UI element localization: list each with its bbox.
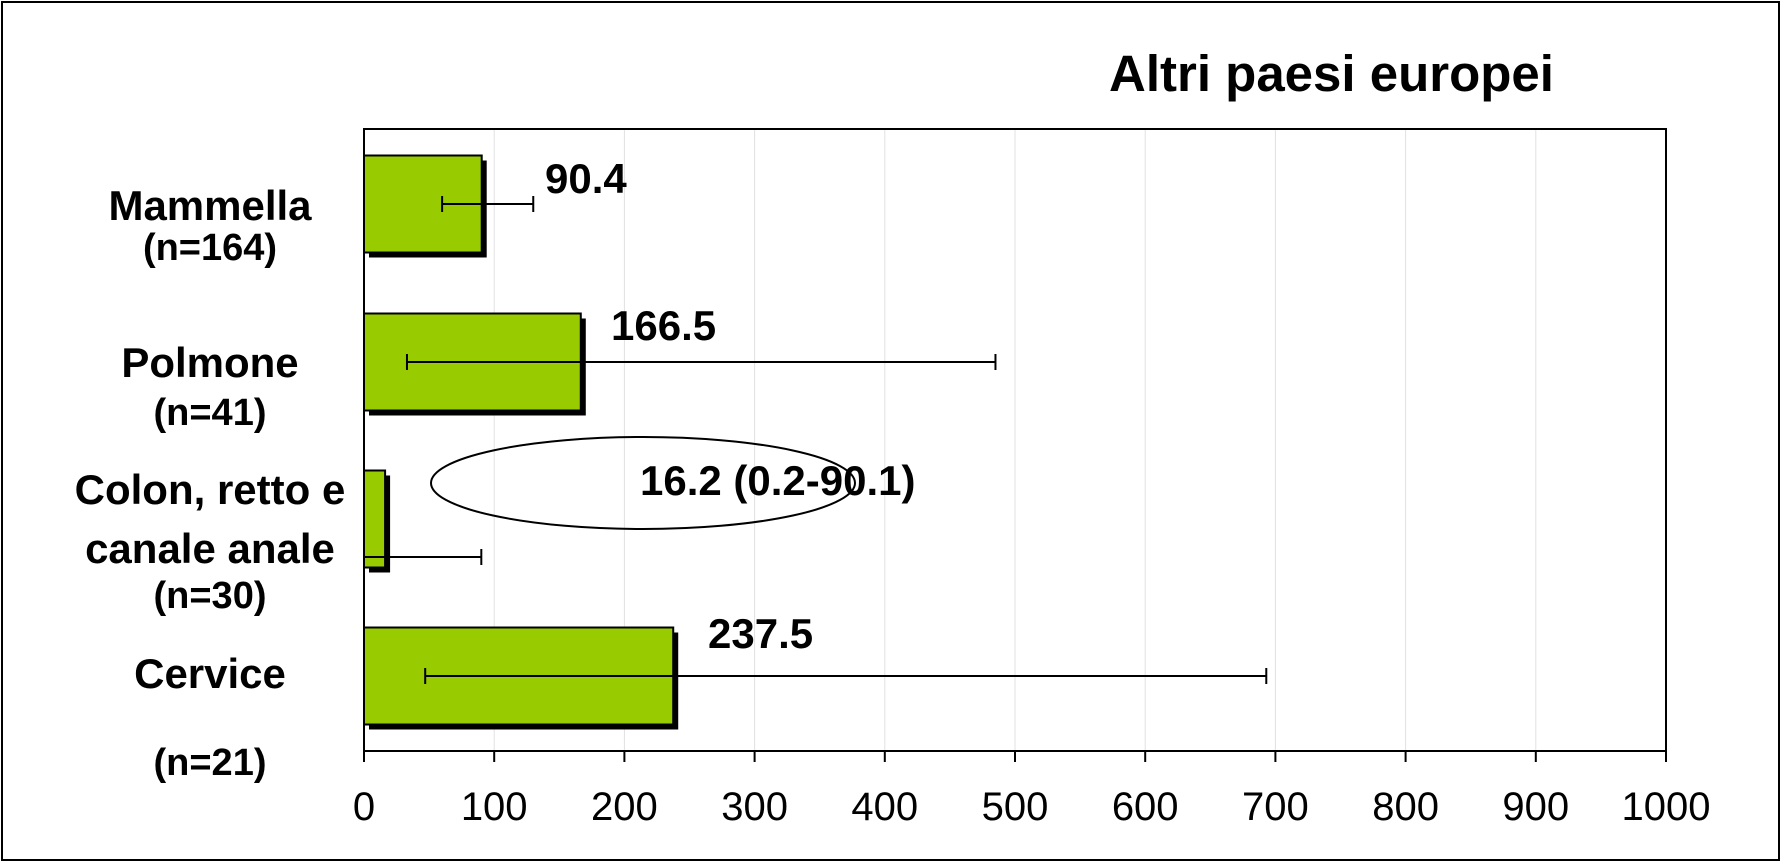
x-tick-label: 600 [1112, 785, 1179, 829]
x-tick-label: 1000 [1622, 785, 1711, 829]
data-label: 16.2 (0.2-90.1) [640, 457, 916, 504]
x-tick-label: 800 [1372, 785, 1439, 829]
data-label: 237.5 [708, 610, 813, 657]
category-label: Colon, retto e [75, 466, 346, 513]
category-label: (n=30) [154, 575, 267, 617]
category-label: Cervice [134, 650, 286, 697]
x-tick-label: 700 [1242, 785, 1309, 829]
category-label: (n=164) [143, 227, 277, 269]
category-label: canale anale [85, 525, 335, 572]
bar [363, 154, 483, 254]
x-tick-label: 0 [353, 785, 375, 829]
category-label: Mammella [108, 182, 312, 229]
bar [363, 469, 387, 569]
data-label: 90.4 [545, 155, 627, 202]
x-tick-label: 200 [591, 785, 658, 829]
category-label: (n=41) [154, 392, 267, 434]
category-label: Polmone [121, 339, 298, 386]
x-tick-label: 500 [982, 785, 1049, 829]
x-tick-label: 900 [1502, 785, 1569, 829]
highlight-ellipse [430, 436, 856, 530]
chart-title: Altri paesi europei [1109, 45, 1554, 102]
category-label: (n=21) [154, 742, 267, 784]
x-tick-label: 400 [851, 785, 918, 829]
x-tick-label: 100 [461, 785, 528, 829]
data-label: 166.5 [611, 302, 716, 349]
x-tick-label: 300 [721, 785, 788, 829]
